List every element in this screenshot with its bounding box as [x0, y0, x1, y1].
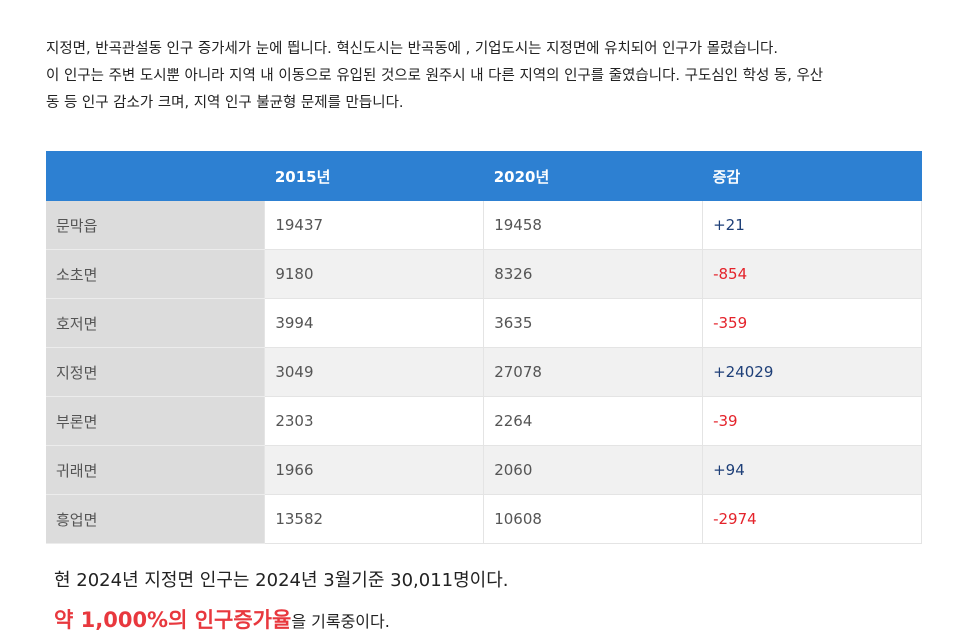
- value-cell: 19458: [483, 201, 704, 250]
- value-cell: +94: [702, 445, 922, 495]
- value-cell: 3635: [483, 298, 704, 348]
- region-cell: 지정면: [46, 347, 266, 397]
- value-cell: +24029: [702, 347, 922, 397]
- value-cell: -359: [702, 298, 922, 348]
- table-row: 흥업면 13582 10608 -2974: [46, 494, 922, 544]
- value-cell: 2060: [483, 445, 704, 495]
- value-cell: 8326: [483, 249, 704, 299]
- header-cell: 2015년: [264, 151, 484, 201]
- highlight-text: 약 1,000%의 인구증가율: [54, 608, 292, 632]
- value-cell: 9180: [264, 249, 485, 299]
- value-cell: 3994: [264, 298, 485, 348]
- value-cell: 13582: [264, 494, 485, 544]
- value-cell: 2264: [483, 396, 704, 446]
- value-cell: 3049: [264, 347, 485, 397]
- value-cell: 19437: [264, 201, 485, 250]
- value-cell: 10608: [483, 494, 704, 544]
- region-cell: 부론면: [46, 396, 266, 446]
- value-cell: -854: [702, 249, 922, 299]
- population-table: 2015년 2020년 증감 문막읍 19437 19458 +21 소초면 9180 8326…: [46, 151, 922, 544]
- value-cell: -2974: [702, 494, 922, 544]
- table-row: 문막읍 19437 19458 +21: [46, 201, 922, 250]
- value-cell: -39: [702, 396, 922, 446]
- table-row: 귀래면 1966 2060 +94: [46, 445, 922, 495]
- header-row: 2015년 2020년 증감: [46, 151, 922, 201]
- region-cell: 흥업면: [46, 494, 266, 544]
- value-cell: 27078: [483, 347, 704, 397]
- intro-line: 동 등 인구 감소가 크며, 지역 인구 불균형 문제를 만듭니다.: [46, 95, 404, 111]
- header-cell: 증감: [702, 151, 922, 201]
- region-cell: 호저면: [46, 298, 266, 348]
- table-row: 호저면 3994 3635 -359: [46, 298, 922, 348]
- footer-text: 을 기록중이다.: [291, 612, 390, 631]
- table-row: 지정면 3049 27078 +24029: [46, 347, 922, 397]
- footer-highlight-line: 약 1,000%의 인구증가율을 기록중이다.: [54, 604, 390, 634]
- header-cell: 2020년: [483, 151, 703, 201]
- region-cell: 문막읍: [46, 201, 266, 250]
- intro-line: 이 인구는 주변 도시뿐 아니라 지역 내 이동으로 유입된 것으로 원주시 내…: [46, 68, 824, 84]
- intro-text: 지정면, 반곡관설동 인구 증가세가 눈에 띕니다. 혁신도시는 반곡동에 , …: [46, 36, 956, 117]
- value-cell: 2303: [264, 396, 485, 446]
- table-row: 소초면 9180 8326 -854: [46, 249, 922, 299]
- region-cell: 소초면: [46, 249, 266, 299]
- table-row: 부론면 2303 2264 -39: [46, 396, 922, 446]
- header-cell: [46, 151, 265, 201]
- value-cell: 1966: [264, 445, 485, 495]
- value-cell: +21: [702, 201, 922, 250]
- footer-line: 현 2024년 지정면 인구는 2024년 3월기준 30,011명이다.: [54, 570, 509, 591]
- intro-line: 지정면, 반곡관설동 인구 증가세가 눈에 띕니다. 혁신도시는 반곡동에 , …: [46, 41, 779, 57]
- region-cell: 귀래면: [46, 445, 266, 495]
